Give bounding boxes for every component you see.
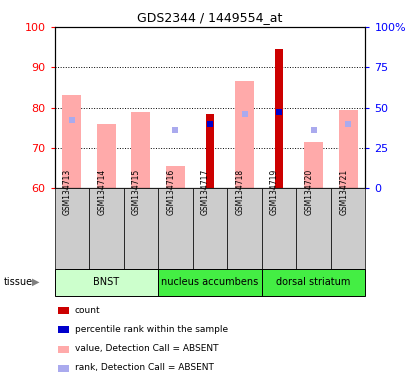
- Text: percentile rank within the sample: percentile rank within the sample: [75, 325, 228, 334]
- Text: GSM134720: GSM134720: [304, 169, 314, 215]
- Text: GDS2344 / 1449554_at: GDS2344 / 1449554_at: [137, 12, 283, 25]
- Bar: [193, 188, 227, 269]
- Bar: [331, 188, 365, 269]
- Text: GSM134714: GSM134714: [97, 169, 106, 215]
- Bar: [131, 112, 150, 188]
- Bar: [166, 166, 185, 188]
- Bar: [275, 49, 284, 188]
- Bar: [235, 81, 254, 188]
- Text: GSM134718: GSM134718: [236, 169, 244, 215]
- Text: GSM134717: GSM134717: [201, 169, 210, 215]
- Bar: [58, 346, 68, 353]
- Text: dorsal striatum: dorsal striatum: [276, 277, 351, 287]
- Bar: [55, 269, 158, 296]
- Text: count: count: [75, 306, 100, 315]
- Text: GSM134721: GSM134721: [339, 169, 348, 215]
- Bar: [97, 124, 116, 188]
- Bar: [123, 188, 158, 269]
- Bar: [55, 188, 89, 269]
- Bar: [89, 188, 123, 269]
- Bar: [58, 365, 68, 372]
- Bar: [158, 269, 262, 296]
- Bar: [227, 188, 262, 269]
- Text: GSM134716: GSM134716: [166, 169, 176, 215]
- Bar: [339, 109, 357, 188]
- Text: GSM134713: GSM134713: [63, 169, 72, 215]
- Text: GSM134719: GSM134719: [270, 169, 279, 215]
- Bar: [262, 269, 365, 296]
- Bar: [206, 114, 214, 188]
- Text: nucleus accumbens: nucleus accumbens: [161, 277, 259, 287]
- Bar: [262, 188, 297, 269]
- Text: BNST: BNST: [93, 277, 119, 287]
- Text: rank, Detection Call = ABSENT: rank, Detection Call = ABSENT: [75, 363, 214, 372]
- Bar: [58, 307, 68, 314]
- Text: tissue: tissue: [4, 277, 33, 287]
- Text: ▶: ▶: [32, 277, 39, 287]
- Bar: [297, 188, 331, 269]
- Bar: [158, 188, 193, 269]
- Bar: [304, 142, 323, 188]
- Text: value, Detection Call = ABSENT: value, Detection Call = ABSENT: [75, 344, 218, 353]
- Bar: [63, 95, 81, 188]
- Bar: [58, 326, 68, 333]
- Text: GSM134715: GSM134715: [132, 169, 141, 215]
